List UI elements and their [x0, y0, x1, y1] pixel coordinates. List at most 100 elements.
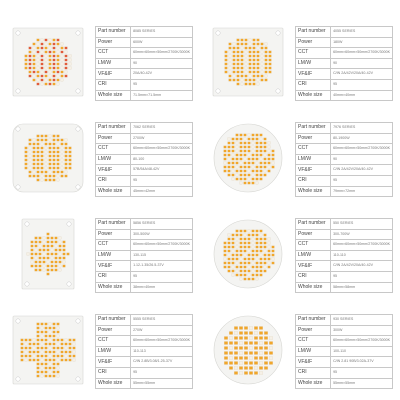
led-chip: [48, 178, 52, 182]
led-chip: [223, 261, 227, 265]
spec-row-cri: CRI 95: [94, 366, 193, 379]
led-chip: [56, 150, 60, 154]
led-chip: [36, 66, 40, 70]
spec-label: CRI: [94, 174, 132, 187]
led-chip: [255, 137, 259, 141]
led-chip: [224, 356, 228, 360]
pcb-board: [12, 315, 84, 385]
led-chip: [46, 264, 50, 268]
product-card: Part number 7062 SERIES Power 2700W CCT 60mm×…: [0, 114, 200, 208]
led-chip: [64, 342, 68, 346]
led-chip: [40, 42, 44, 46]
led-chip: [243, 245, 247, 249]
led-chip: [62, 256, 66, 260]
led-chip: [32, 46, 36, 50]
led-chip: [251, 141, 255, 145]
led-chip: [259, 326, 263, 330]
led-chip: [254, 361, 258, 365]
led-chip: [223, 169, 227, 173]
led-chip: [44, 158, 48, 162]
led-chip: [36, 62, 40, 66]
led-chip: [224, 54, 228, 58]
led-chip: [227, 257, 231, 261]
led-chip: [267, 161, 271, 165]
spec-value: 95: [330, 270, 393, 283]
led-chip: [251, 173, 255, 177]
led-chip: [229, 336, 233, 340]
led-chip: [255, 145, 259, 149]
spec-row-lm-w: LM/W 90: [94, 57, 193, 70]
led-chip: [24, 66, 28, 70]
led-chip: [60, 166, 64, 170]
spec-row-power: Power 300-700W: [294, 228, 393, 241]
spec-row-cct: CCT 60mm×60mm×50mm/2700K/3000K: [294, 47, 393, 59]
led-chip: [227, 269, 231, 273]
led-chip: [268, 54, 272, 58]
led-chip: [224, 336, 228, 340]
led-chip: [264, 62, 268, 66]
led-chip: [249, 356, 253, 360]
spec-value: 60mm×60mm×50mm/2700K/3000K: [130, 335, 193, 347]
led-chip: [223, 265, 227, 269]
led-chip: [231, 145, 235, 149]
led-chip: [44, 354, 48, 358]
led-chip: [227, 261, 231, 265]
led-chip: [244, 74, 248, 78]
led-chip: [52, 354, 56, 358]
led-chip: [44, 46, 48, 50]
led-chip: [64, 54, 68, 58]
led-chip: [239, 149, 243, 153]
spec-row-lm-w: LM/W 80-100: [94, 153, 193, 166]
led-chip: [256, 78, 260, 82]
led-chip: [227, 161, 231, 165]
led-chip: [40, 166, 44, 170]
led-chip: [36, 42, 40, 46]
spec-label: CRI: [294, 366, 332, 379]
led-chip: [46, 240, 50, 244]
led-chip: [44, 330, 48, 334]
led-chip: [255, 169, 259, 173]
spec-row-vf-if: VF&IF C/IN 2A/42V/20A/40-42V: [294, 68, 393, 80]
led-chip: [60, 346, 64, 350]
spec-value: 80-1900W: [330, 132, 393, 145]
led-chip: [227, 233, 231, 237]
led-chip: [56, 334, 60, 338]
pcb-board: [213, 315, 283, 385]
led-chip: [247, 245, 251, 249]
led-chip: [36, 174, 40, 178]
spec-row-cct: CCT 60mm×60mm×50mm/2700K/3000K: [94, 143, 193, 155]
led-chip: [64, 142, 68, 146]
led-chip: [263, 253, 267, 257]
led-chip: [52, 70, 56, 74]
led-chip: [28, 154, 32, 158]
led-chip: [50, 236, 54, 240]
led-chip: [251, 257, 255, 261]
led-chip: [60, 62, 64, 66]
led-chip: [68, 354, 72, 358]
led-chip: [32, 146, 36, 150]
led-chip: [247, 229, 251, 233]
led-chip: [254, 356, 258, 360]
led-chip: [42, 240, 46, 244]
led-chip: [239, 371, 243, 375]
led-chip: [32, 170, 36, 174]
led-chip: [249, 371, 253, 375]
led-chip: [223, 149, 227, 153]
spec-row-vf-if: VF&IF 20A/40-42V: [94, 68, 193, 80]
led-chip: [231, 177, 235, 181]
led-chip: [24, 354, 28, 358]
led-chip: [255, 241, 259, 245]
led-chip: [229, 346, 233, 350]
spec-table: Part number 8085 SERIES Power 600W CCT 60mm×6…: [94, 26, 193, 102]
led-chip: [62, 248, 66, 252]
led-chip: [247, 149, 251, 153]
led-chip: [239, 165, 243, 169]
led-chip: [271, 249, 275, 253]
led-chip: [48, 38, 52, 42]
led-chip: [243, 165, 247, 169]
led-chip: [68, 154, 72, 158]
led-chip: [256, 42, 260, 46]
led-chip: [50, 240, 54, 244]
led-chip: [244, 361, 248, 365]
led-chip: [251, 169, 255, 173]
